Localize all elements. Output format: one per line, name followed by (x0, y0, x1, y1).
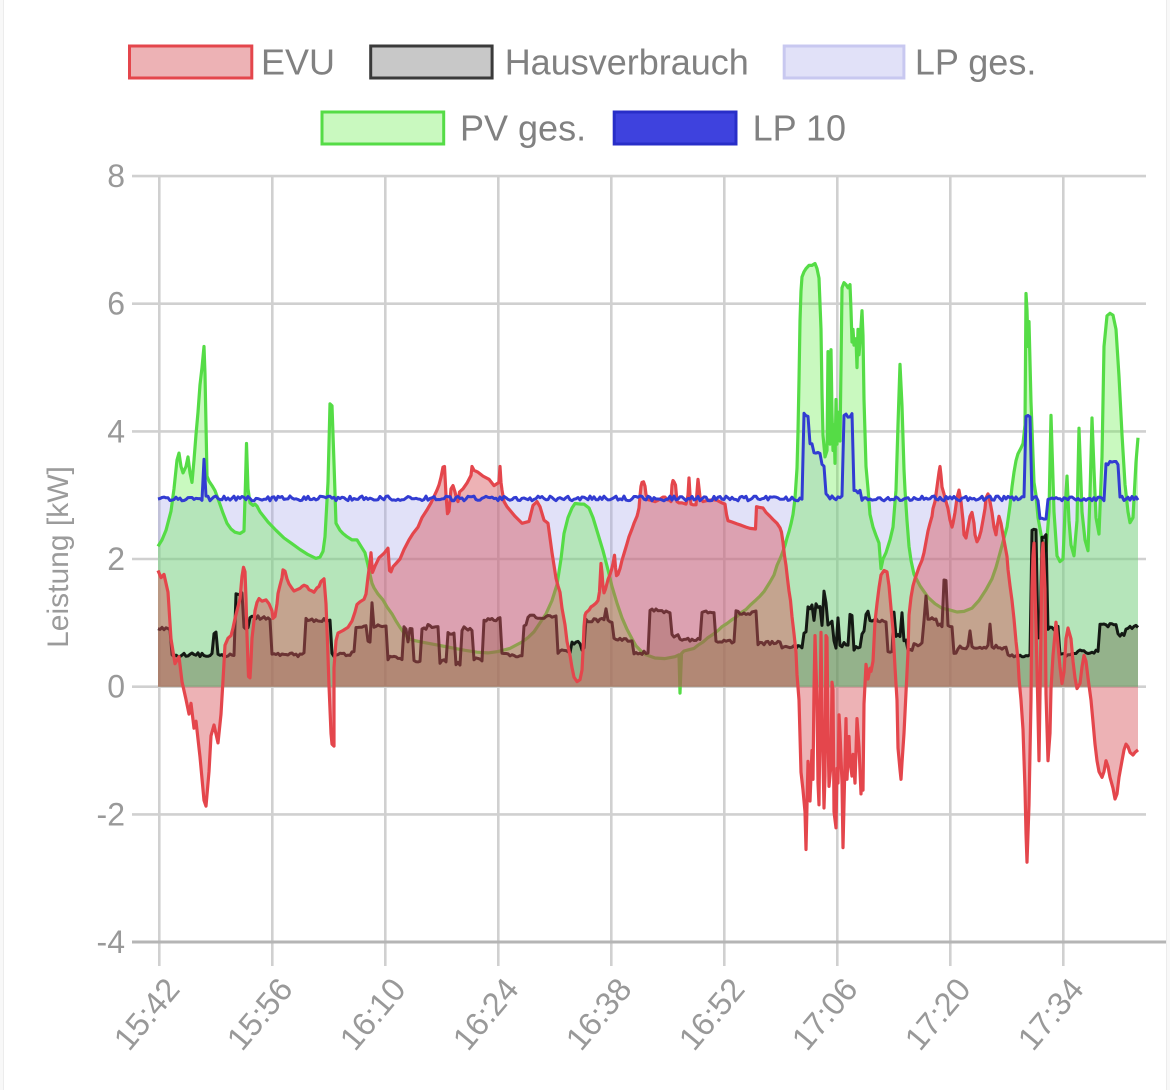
svg-text:LP 10: LP 10 (753, 108, 846, 149)
svg-text:16:24: 16:24 (446, 971, 526, 1056)
svg-text:Hausverbrauch: Hausverbrauch (505, 42, 749, 83)
svg-text:2: 2 (107, 541, 125, 577)
svg-text:EVU: EVU (261, 42, 335, 83)
svg-text:0: 0 (107, 669, 125, 705)
svg-text:16:10: 16:10 (333, 971, 413, 1056)
svg-text:6: 6 (107, 286, 125, 322)
svg-text:17:06: 17:06 (785, 971, 865, 1056)
svg-text:4: 4 (107, 413, 125, 449)
svg-text:PV ges.: PV ges. (460, 108, 586, 149)
svg-text:17:34: 17:34 (1011, 971, 1091, 1056)
svg-text:16:52: 16:52 (672, 971, 752, 1056)
svg-text:-4: -4 (97, 924, 125, 960)
svg-text:Leistung [kW]: Leistung [kW] (42, 466, 75, 648)
svg-text:8: 8 (107, 158, 125, 194)
svg-text:17:20: 17:20 (898, 971, 978, 1056)
svg-text:15:56: 15:56 (220, 971, 300, 1056)
svg-text:16:38: 16:38 (559, 971, 639, 1056)
svg-text:LP ges.: LP ges. (915, 42, 1036, 83)
svg-text:15:42: 15:42 (107, 971, 187, 1056)
svg-text:-2: -2 (97, 796, 125, 832)
